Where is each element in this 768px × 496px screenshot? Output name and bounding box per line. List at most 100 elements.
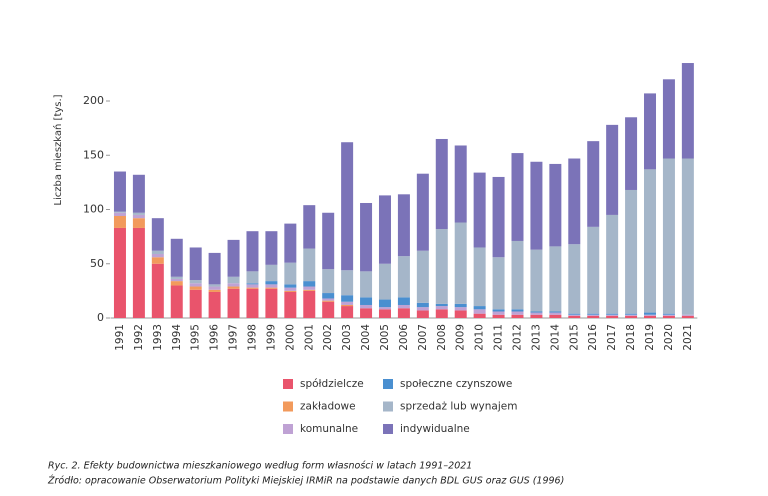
bar-segment (511, 153, 524, 241)
bar-segment (681, 315, 694, 318)
bar-segment (662, 315, 675, 318)
x-tick-label: 2008 (436, 324, 448, 351)
bar-segment (435, 309, 448, 318)
bar-segment (587, 226, 600, 314)
x-tick-label: 2021 (682, 324, 694, 351)
bar-segment (644, 314, 657, 316)
bar-segment (284, 262, 297, 285)
legend-swatch (383, 424, 393, 434)
bar-segment (644, 312, 657, 315)
bar-segment (549, 311, 562, 313)
legend-swatch (383, 379, 393, 389)
x-tick-label: 2004 (360, 324, 372, 351)
bar-segment (284, 290, 297, 292)
x-tick-label: 2012 (511, 324, 523, 351)
bar-segment (265, 287, 278, 289)
bar-segment (568, 244, 581, 314)
bar-segment (511, 309, 524, 312)
bar-segment (625, 315, 638, 318)
bar-segment (397, 308, 410, 318)
legend-label: zakładowe (300, 401, 356, 413)
bar-segment (265, 281, 278, 285)
bar-segment (341, 304, 354, 307)
bar-segment (378, 309, 391, 318)
x-tick-label: 1994 (171, 324, 183, 351)
x-tick-label: 2007 (417, 324, 429, 351)
bar-segment (170, 276, 183, 279)
bar-segment (378, 263, 391, 300)
x-tick-label: 1997 (228, 324, 240, 351)
bar-segment (360, 308, 373, 318)
x-tick-label: 2014 (549, 324, 561, 351)
bar-segment (568, 315, 581, 318)
bar-segment (265, 231, 278, 265)
bar-segment (681, 158, 694, 315)
bar-segment (132, 214, 145, 219)
bar-segment (189, 247, 202, 281)
bar-segment (189, 283, 202, 287)
bar-segment (662, 79, 675, 159)
bar-segment (492, 311, 505, 315)
bar-segment (284, 223, 297, 263)
bar-segment (151, 218, 164, 251)
bar-segment (208, 289, 221, 292)
bar-segment (416, 307, 429, 311)
bar-segment (549, 314, 562, 318)
bar-segment (454, 222, 467, 304)
bar-segment (227, 286, 240, 289)
bar-segment (303, 205, 316, 249)
x-tick-label: 2016 (587, 324, 599, 351)
bar-segment (378, 195, 391, 264)
x-tick-label: 2019 (644, 324, 656, 351)
bar-segment (227, 283, 240, 287)
bar-segment (378, 299, 391, 308)
bar-segment (170, 281, 183, 286)
bar-segment (454, 303, 467, 308)
x-tick-label: 2009 (455, 324, 467, 351)
legend-swatch (283, 401, 293, 412)
y-axis-label: Liczba mieszkań [tys.] (52, 94, 64, 205)
bar-segment (303, 290, 316, 318)
bar-segment (265, 284, 278, 288)
bar-segment (132, 212, 145, 215)
bar-segment (360, 202, 373, 272)
legend-label: spółdzielcze (300, 378, 364, 390)
y-tick-label: 50 (90, 257, 104, 270)
bar-segment (568, 158, 581, 245)
source: Źródło: opracowanie Obserwatorium Polity… (47, 475, 564, 487)
bar-segment (511, 240, 524, 310)
bar-segment (606, 214, 619, 314)
x-tick-label: 2006 (398, 324, 410, 351)
legend-label: sprzedaż lub wynajem (400, 401, 517, 413)
bar-segment (341, 142, 354, 271)
bar-segment (454, 145, 467, 223)
bar-segment (360, 304, 373, 309)
y-tick-label: 150 (83, 148, 104, 161)
legend-swatch (283, 379, 293, 389)
bar-segment (530, 249, 543, 312)
bar-segment (151, 263, 164, 318)
bar-segment (625, 117, 638, 190)
bar-segment (113, 211, 126, 213)
x-tick-label: 2013 (530, 324, 542, 351)
bar-segment (189, 286, 202, 290)
bar-segment (303, 289, 316, 291)
x-tick-label: 1995 (190, 324, 202, 351)
legend-label: społeczne czynszowe (400, 378, 512, 390)
bar-segment (681, 63, 694, 159)
bar-segment (322, 269, 335, 294)
bar-segment (435, 303, 448, 307)
bar-segment (208, 291, 221, 318)
bar-segment (606, 124, 619, 215)
bar-segment (492, 309, 505, 312)
bar-segment (416, 310, 429, 318)
bar-segment (530, 161, 543, 250)
x-tick-label: 2011 (493, 324, 505, 351)
bar-segment (246, 284, 259, 288)
bar-segment (644, 169, 657, 313)
bar-segment (341, 306, 354, 318)
bar-segment (644, 93, 657, 170)
bar-segment (416, 250, 429, 303)
bar-segment (151, 250, 164, 254)
